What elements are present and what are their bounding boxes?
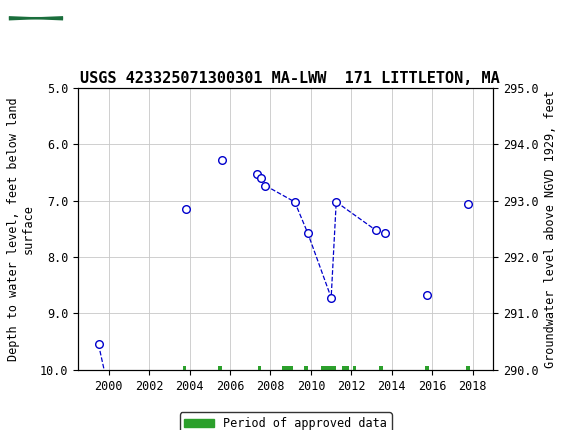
Text: USGS 423325071300301 MA-LWW  171 LITTLETON, MA: USGS 423325071300301 MA-LWW 171 LITTLETO… — [80, 71, 500, 86]
Bar — [379, 366, 383, 374]
Bar — [426, 366, 429, 374]
Bar — [321, 366, 336, 374]
Bar — [342, 366, 349, 374]
Bar — [353, 366, 356, 374]
Bar — [466, 366, 470, 374]
Text: USGS: USGS — [74, 9, 125, 27]
Bar — [304, 366, 308, 374]
Y-axis label: Depth to water level, feet below land
surface: Depth to water level, feet below land su… — [6, 97, 35, 361]
Bar — [282, 366, 293, 374]
Bar — [7, 4, 65, 32]
Y-axis label: Groundwater level above NGVD 1929, feet: Groundwater level above NGVD 1929, feet — [544, 90, 557, 368]
Bar — [218, 366, 222, 374]
Legend: Period of approved data: Period of approved data — [180, 412, 392, 430]
Bar — [183, 366, 186, 374]
Bar — [258, 366, 261, 374]
